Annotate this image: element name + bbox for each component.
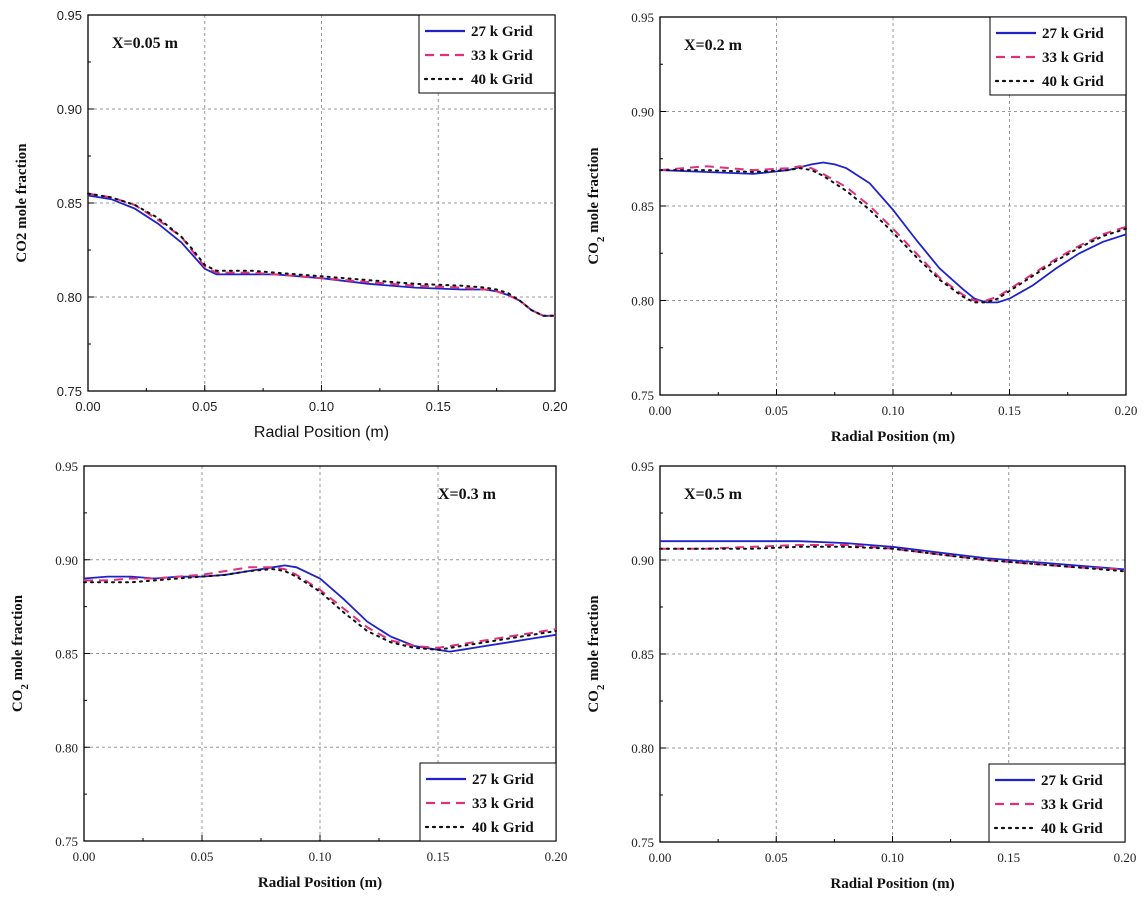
y-tick-label: 0.85 <box>55 647 78 662</box>
series-line-33-k-grid <box>659 165 1127 302</box>
legend-entry: 33 k Grid <box>1042 50 1104 66</box>
legend-entry: 40 k Grid <box>1041 821 1103 837</box>
panel-annotation: X=0.5 m <box>684 486 743 503</box>
chart-panel-3: 0.00 0.05 0.10 0.15 0.20 0.75 0.80 0.85 0.90 0.95… <box>10 459 567 891</box>
legend: 27 k Grid 33 k Grid 40 k Grid <box>419 762 557 842</box>
series-line-40-k-grid <box>659 167 1127 304</box>
x-tick-label: 0.10 <box>309 399 334 414</box>
x-tick-label: 0.10 <box>881 850 904 865</box>
x-tick-label: 0.10 <box>882 403 905 418</box>
y-tick-label: 0.90 <box>631 105 654 120</box>
x-axis-label: Radial Position (m) <box>258 875 382 891</box>
y-tick-label: 0.80 <box>631 294 654 309</box>
chart-panel-4: 0.00 0.05 0.10 0.15 0.20 0.75 0.80 0.85 0.90 0.95… <box>586 459 1136 892</box>
x-tick-label: 0.05 <box>191 849 214 864</box>
legend-entry: 33 k Grid <box>1041 797 1103 813</box>
x-tick-label: 0.05 <box>765 850 788 865</box>
legend-entry: 27 k Grid <box>1041 773 1103 789</box>
y-tick-label: 0.80 <box>57 290 82 305</box>
y-tick-label: 0.75 <box>55 834 78 849</box>
legend-entry: 40 k Grid <box>1042 74 1104 90</box>
x-tick-label: 0.05 <box>765 403 788 418</box>
panel-annotation: X=0.05 m <box>112 35 179 52</box>
x-axis-label: Radial Position (m) <box>830 876 954 892</box>
y-tick-label: 0.95 <box>631 10 654 25</box>
x-tick-label: 0.20 <box>542 399 567 414</box>
panel-annotation: X=0.2 m <box>684 37 743 54</box>
y-tick-label: 0.90 <box>631 553 654 568</box>
series-line-40-k-grid <box>659 545 1126 573</box>
x-tick-label: 0.20 <box>545 849 568 864</box>
series-line-33-k-grid <box>84 566 557 649</box>
y-tick-label: 0.90 <box>57 102 82 117</box>
legend: 27 k Grid 33 k Grid 40 k Grid <box>418 14 556 94</box>
y-axis-label: CO2 mole fraction <box>586 595 607 713</box>
x-tick-label: 0.20 <box>1115 403 1138 418</box>
y-tick-label: 0.85 <box>57 196 82 211</box>
y-tick-label: 0.75 <box>631 835 654 850</box>
legend-entry: 40 k Grid <box>472 820 534 836</box>
legend-entry: 27 k Grid <box>471 24 533 40</box>
series-line-40-k-grid <box>83 568 557 651</box>
y-tick-label: 0.85 <box>631 199 654 214</box>
y-tick-label: 0.95 <box>631 459 654 474</box>
y-tick-label: 0.85 <box>631 647 654 662</box>
series-line-40-k-grid <box>87 192 556 317</box>
x-tick-label: 0.15 <box>426 399 451 414</box>
y-axis-label: CO2 mole fraction <box>586 147 607 265</box>
x-tick-label: 0.05 <box>192 399 217 414</box>
x-tick-label: 0.15 <box>997 850 1020 865</box>
series-line-27-k-grid <box>83 564 557 653</box>
x-tick-label: 0.00 <box>649 850 672 865</box>
y-tick-label: 0.80 <box>631 741 654 756</box>
y-tick-label: 0.75 <box>631 388 654 403</box>
panel-annotation: X=0.3 m <box>438 486 497 503</box>
x-tick-label: 0.00 <box>75 399 100 414</box>
x-tick-label: 0.15 <box>427 849 450 864</box>
x-tick-label: 0.10 <box>309 849 332 864</box>
y-tick-label: 0.95 <box>57 8 82 23</box>
x-tick-label: 0.00 <box>649 403 672 418</box>
y-tick-label: 0.80 <box>55 740 78 755</box>
legend-entry: 27 k Grid <box>1042 26 1104 42</box>
legend-entry: 40 k Grid <box>471 72 533 88</box>
x-axis-label: Radial Position (m) <box>254 424 389 441</box>
y-axis-label: CO2 mole fraction <box>10 594 31 712</box>
series-line-27-k-grid <box>660 540 1126 571</box>
legend-entry: 33 k Grid <box>471 48 533 64</box>
y-axis-label: CO2 mole fraction <box>14 143 30 263</box>
y-tick-label: 0.75 <box>57 384 82 399</box>
chart-panel-1: 0.00 0.05 0.10 0.15 0.20 0.75 0.80 0.85 0.90 0.95… <box>14 8 568 441</box>
legend-entry: 33 k Grid <box>472 796 534 812</box>
y-tick-label: 0.95 <box>55 459 78 474</box>
legend: 27 k Grid 33 k Grid 40 k Grid <box>988 763 1126 843</box>
x-tick-label: 0.15 <box>998 403 1021 418</box>
legend-entry: 27 k Grid <box>472 772 534 788</box>
chart-panel-2: 0.00 0.05 0.10 0.15 0.20 0.75 0.80 0.85 0.90 0.95… <box>586 10 1137 445</box>
x-tick-label: 0.00 <box>73 849 96 864</box>
x-axis-label: Radial Position (m) <box>831 429 955 445</box>
y-tick-label: 0.90 <box>55 553 78 568</box>
x-tick-label: 0.20 <box>1114 850 1137 865</box>
legend: 27 k Grid 33 k Grid 40 k Grid <box>989 16 1127 96</box>
